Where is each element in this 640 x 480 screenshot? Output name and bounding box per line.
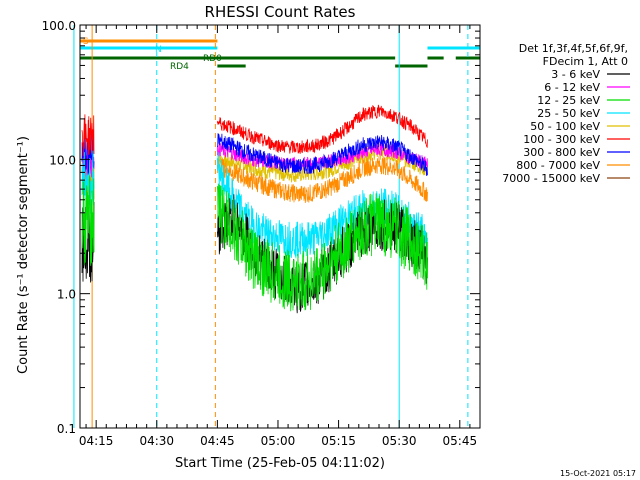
axis-layer: 100.0 10.0 1.0 0.104:15 04:30 04:45 05:00 05:15… xyxy=(42,19,481,448)
x-tick-label-5: 05:15 xyxy=(321,434,356,448)
legend-title-line-2: FDecim 1, Att 0 xyxy=(543,55,628,68)
x-axis-label: Start Time (25-Feb-05 04:11:02) xyxy=(175,456,385,471)
x-tick-label-4: 05:00 xyxy=(261,434,296,448)
y-tick-label-1: 100.0 xyxy=(42,19,76,33)
legend-label-5: 50 - 100 keV xyxy=(530,120,600,133)
annotation-s: S xyxy=(83,37,89,47)
plot-frame xyxy=(79,24,481,429)
series-early-segment-3 xyxy=(81,175,95,266)
series-line-7 xyxy=(217,133,428,176)
annotation-rd4: RD4 xyxy=(170,62,189,72)
y-tick-label-2: 10.0 xyxy=(49,153,76,167)
y-tick-label-4: 0.1 xyxy=(57,422,76,436)
x-tick-label-3: 04:45 xyxy=(200,434,235,448)
legend: Det 1f,3f,4f,5f,6f,9f, FDecim 1, Att 0 3… xyxy=(502,42,630,185)
chart-title: RHESSI Count Rates xyxy=(205,3,356,21)
legend-label-9: 7000 - 15000 keV xyxy=(502,172,600,185)
x-tick-label-6: 05:30 xyxy=(382,434,417,448)
series-line-3 xyxy=(217,183,428,312)
series-line-6 xyxy=(217,104,428,154)
footer-timestamp: 15-Oct-2021 05:17 xyxy=(560,469,636,478)
legend-label-3: 12 - 25 keV xyxy=(537,94,600,107)
series-early-segment-6 xyxy=(81,114,95,156)
y-tick-label-3: 1.0 xyxy=(57,288,76,302)
legend-label-1: 3 - 6 keV xyxy=(551,68,600,81)
legend-label-6: 100 - 300 keV xyxy=(523,133,600,146)
x-tick-label-1: 04:15 xyxy=(79,434,114,448)
y-axis-label: Count Rate (s⁻¹ detector segment⁻¹) xyxy=(16,136,31,374)
legend-label-8: 800 - 7000 keV xyxy=(516,159,600,172)
legend-label-4: 25 - 50 keV xyxy=(537,107,600,120)
x-tick-label-2: 04:30 xyxy=(139,434,174,448)
legend-label-2: 6 - 12 keV xyxy=(544,81,600,94)
x-tick-label-7: 05:45 xyxy=(443,434,478,448)
legend-label-7: 300 - 800 keV xyxy=(523,146,600,159)
plot-layer: S N RD0 RD4 xyxy=(73,25,480,428)
series-line-8 xyxy=(217,155,428,203)
legend-title-line-1: Det 1f,3f,4f,5f,6f,9f, xyxy=(519,42,628,55)
annotation-rd0: RD0 xyxy=(203,54,222,64)
annotation-n: N xyxy=(155,45,162,55)
